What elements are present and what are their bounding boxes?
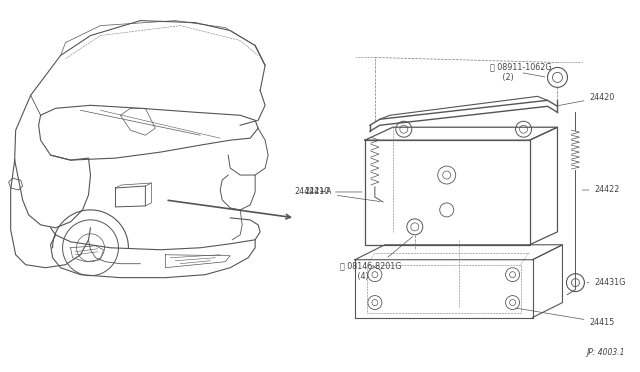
Text: 24422+A: 24422+A: [294, 187, 380, 202]
Text: 24431G: 24431G: [588, 278, 626, 287]
Text: Ⓝ 08911-1062G
     (2): Ⓝ 08911-1062G (2): [490, 63, 551, 82]
Text: Ⓑ 08146-8201G
       (4): Ⓑ 08146-8201G (4): [340, 237, 413, 281]
Text: 24415: 24415: [515, 308, 614, 327]
Text: 24420: 24420: [557, 93, 614, 106]
Text: JP: 4003.1: JP: 4003.1: [586, 348, 625, 357]
Text: 24422: 24422: [582, 186, 620, 195]
Text: 24410: 24410: [305, 187, 362, 196]
